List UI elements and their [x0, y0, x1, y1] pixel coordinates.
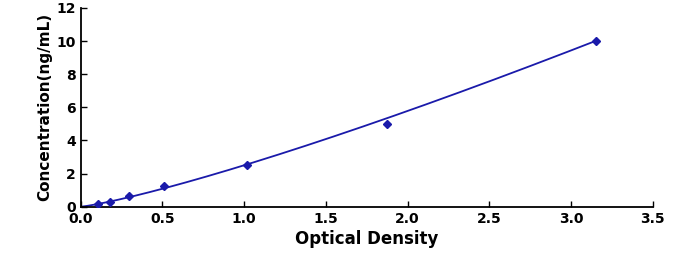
Y-axis label: Concentration(ng/mL): Concentration(ng/mL) — [37, 13, 52, 201]
X-axis label: Optical Density: Optical Density — [295, 230, 439, 248]
